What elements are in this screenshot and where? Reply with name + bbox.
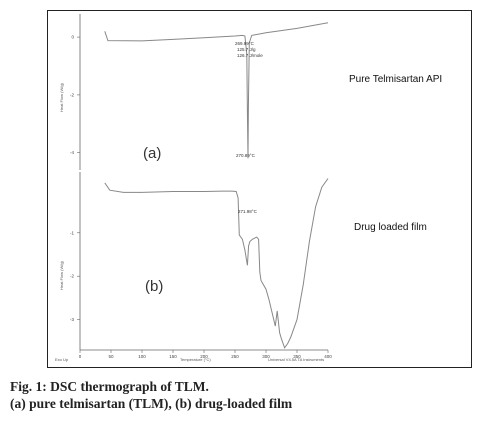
y-tick-label: -4	[70, 150, 74, 155]
y-tick-label: -1	[70, 230, 74, 235]
figure-caption: Fig. 1: DSC thermograph of TLM. (a) pure…	[10, 378, 475, 412]
x-tick-label: 0	[79, 354, 82, 359]
x-tick-label: 300	[262, 354, 270, 359]
x-tick-label: 150	[169, 354, 177, 359]
figure-frame	[47, 10, 472, 368]
y-tick-label: -3	[70, 317, 74, 322]
panel-b-series-label: Drug loaded film	[354, 222, 427, 233]
x-tick-label: 400	[324, 354, 332, 359]
panel-b-xlabel: Temperature (°C)	[180, 357, 211, 362]
x-tick-label: 250	[231, 354, 239, 359]
panel-a-ylabel: Heat Flow (W/g)	[59, 82, 64, 112]
panel-a-annotation-onset: 269.99°C	[235, 41, 255, 46]
x-tick-label: 200	[200, 354, 208, 359]
x-tick-label: 50	[108, 354, 114, 359]
x-tick-label: 100	[138, 354, 146, 359]
y-tick-label: -2	[70, 274, 74, 279]
panel-b-ylabel: Heat Flow (W/g)	[59, 260, 64, 290]
caption-line-1: Fig. 1: DSC thermograph of TLM.	[10, 379, 209, 394]
panel-b-instrument: Universal V4.5A TA Instruments	[268, 357, 324, 362]
panel-a-annotation-enthalpy: 125.7 J/g	[237, 47, 256, 52]
panel-a-annotation-molar: 126.7 J/mole	[237, 53, 263, 58]
y-tick-label: -2	[70, 92, 74, 97]
x-tick-label: 350	[293, 354, 301, 359]
panel-b-curve	[104, 178, 329, 349]
panel-a-label: (a)	[143, 145, 161, 162]
panel-a-annotation-peak: 270.89°C	[236, 153, 256, 158]
caption-line-2: (a) pure telmisartan (TLM), (b) drug-loa…	[10, 396, 293, 411]
panel-b-x-ticks: 0 50 100 150 200 250 300 350 400	[79, 350, 332, 359]
panel-b-annotation-peak: 271.98°C	[238, 209, 258, 214]
y-tick-label: 0	[71, 35, 74, 40]
panel-b-y-ticks: -1 -2 -3	[70, 230, 80, 322]
panel-a-curve	[104, 22, 329, 159]
panel-b-exo-up: Exo Up	[55, 357, 69, 362]
panel-a-series-label: Pure Telmisartan API	[349, 74, 442, 85]
panel-b-label: (b)	[145, 278, 163, 295]
panel-a-y-ticks: 0 -2 -4	[70, 35, 80, 155]
